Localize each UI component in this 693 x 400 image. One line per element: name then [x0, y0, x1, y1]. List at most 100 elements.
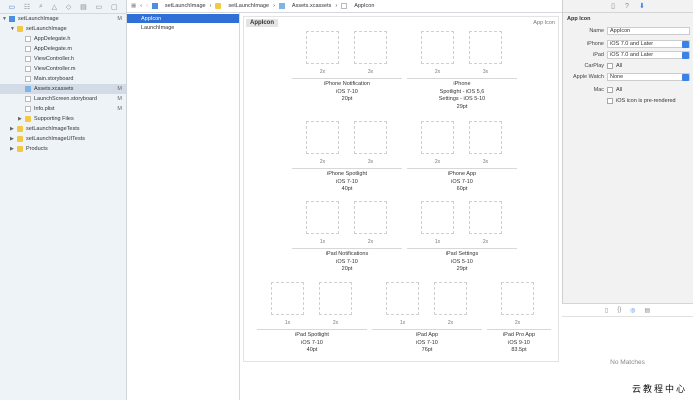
grid-icon[interactable]: ▦ — [131, 3, 137, 9]
tree-item-label: Supporting Files — [34, 116, 74, 122]
group-line: 20pt — [341, 96, 353, 102]
warning-icon[interactable]: △ — [51, 3, 58, 11]
tree-item[interactable]: ▶ setLaunchImageUITests — [0, 134, 126, 144]
media-library-icon[interactable]: ▤ — [644, 307, 651, 314]
folder-icon — [17, 26, 23, 32]
icon-slot[interactable] — [306, 31, 339, 64]
mac-checkbox[interactable] — [607, 86, 613, 93]
debug-icon[interactable]: ▤ — [80, 3, 87, 11]
file-template-icon[interactable]: ▯ — [604, 307, 609, 314]
icon-slot[interactable] — [271, 282, 304, 315]
tree-item[interactable]: ▶ Supporting Files — [0, 114, 126, 124]
tree-item[interactable]: ▶ setLaunchImageTests — [0, 124, 126, 134]
asset-item-appicon[interactable]: AppIcon — [127, 14, 239, 23]
apple-watch-select[interactable]: None — [607, 72, 690, 81]
icon-slot[interactable] — [421, 121, 454, 154]
breakpoint-icon[interactable]: ▭ — [95, 3, 103, 11]
asset-editor: AppIcon App Icon 2x 3x iPhone Notification… — [241, 14, 562, 400]
carplay-checkbox[interactable] — [607, 62, 613, 69]
disclosure-closed-icon[interactable]: ▶ — [10, 126, 14, 132]
file-icon — [25, 106, 31, 112]
icon-slot[interactable] — [319, 282, 352, 315]
disclosure-closed-icon[interactable]: ▶ — [18, 116, 22, 122]
divider — [407, 168, 517, 169]
scale-label: 3x — [367, 69, 374, 75]
file-inspector-icon[interactable]: ▯ — [611, 3, 616, 10]
hierarchy-icon[interactable]: ☷ — [23, 3, 31, 11]
disclosure-open-icon[interactable]: ▼ — [10, 26, 15, 32]
tree-item[interactable]: ▼ setLaunchImage M — [0, 14, 126, 24]
icon-slot[interactable] — [434, 282, 467, 315]
icon-slot[interactable] — [386, 282, 419, 315]
icon-slot[interactable] — [421, 201, 454, 234]
group-line: 20pt — [341, 266, 353, 272]
group-line: iPhone App — [447, 171, 477, 177]
ipad-select[interactable]: iOS 7.0 and Later — [607, 50, 690, 59]
back-icon[interactable]: ‹ — [140, 3, 143, 9]
tree-item-label: setLaunchImage — [26, 26, 67, 32]
no-matches-text: No Matches — [610, 359, 645, 366]
disclosure-open-icon[interactable]: ▼ — [2, 16, 7, 22]
folder-icon — [215, 3, 222, 9]
crumb-project[interactable]: setLaunchImage — [164, 3, 206, 9]
folder-icon — [17, 126, 23, 132]
tree-item-label: AppDelegate.m — [34, 46, 72, 52]
icon-slot[interactable] — [469, 201, 502, 234]
icon-slot[interactable] — [501, 282, 534, 315]
tree-item[interactable]: ViewController.m — [0, 64, 126, 74]
tree-item[interactable]: ViewController.h — [0, 54, 126, 64]
asset-item-launchimage[interactable]: LaunchImage — [141, 24, 175, 31]
tree-item[interactable]: Info.plist M — [0, 104, 126, 114]
tree-item[interactable]: Main.storyboard — [0, 74, 126, 84]
icon-slot[interactable] — [306, 121, 339, 154]
crumb-appicon[interactable]: AppIcon — [354, 3, 375, 9]
icon-slot[interactable] — [306, 201, 339, 234]
tree-item[interactable]: Assets.xcassets M — [0, 84, 126, 94]
folder-icon — [17, 146, 23, 152]
group-line: iPad Notifications — [325, 251, 369, 257]
tree-item[interactable]: ▼ setLaunchImage — [0, 24, 126, 34]
test-icon[interactable]: ◇ — [65, 3, 72, 11]
tree-item[interactable]: ▶ Products — [0, 144, 126, 154]
icon-slot[interactable] — [469, 121, 502, 154]
icon-slot[interactable] — [354, 201, 387, 234]
scm-status: M — [117, 86, 122, 92]
file-icon — [25, 96, 31, 102]
icon-slot[interactable] — [354, 121, 387, 154]
folder-icon[interactable]: ▭ — [8, 3, 16, 11]
group-line: 40pt — [306, 347, 318, 353]
disclosure-closed-icon[interactable]: ▶ — [10, 136, 14, 142]
report-icon[interactable]: ▢ — [110, 3, 118, 11]
object-library-icon[interactable]: ◎ — [630, 307, 636, 314]
attributes-icon[interactable]: ⬇ — [638, 3, 645, 10]
crumb-folder[interactable]: setLaunchImage — [228, 3, 270, 9]
group-line: iOS 7-10 — [301, 339, 323, 346]
set-title: AppIcon — [246, 19, 278, 27]
icon-group-name: iPad Notifications iOS 7-10 20pt — [286, 251, 408, 274]
assets-icon — [25, 86, 31, 92]
name-field[interactable]: AppIcon — [607, 26, 690, 35]
forward-icon[interactable]: › — [146, 3, 148, 9]
group-line: 83.5pt — [511, 347, 527, 353]
divider — [257, 329, 367, 330]
search-icon[interactable]: ⌕ — [38, 2, 43, 10]
icon-slot[interactable] — [354, 31, 387, 64]
group-line: Spotlight - iOS 5,6 — [439, 88, 485, 95]
tree-item[interactable]: AppDelegate.h — [0, 34, 126, 44]
code-snippet-icon[interactable]: {} — [617, 307, 622, 313]
stepper-icon — [682, 51, 689, 59]
scale-label: 1x — [434, 239, 441, 245]
crumb-assets[interactable]: Assets.xcassets — [291, 3, 332, 9]
file-icon — [25, 46, 31, 52]
prerendered-checkbox[interactable] — [607, 97, 613, 104]
disclosure-closed-icon[interactable]: ▶ — [10, 146, 14, 152]
scale-label: 1x — [284, 320, 291, 326]
group-line: iOS 7-10 — [336, 88, 358, 95]
tree-item[interactable]: AppDelegate.m — [0, 44, 126, 54]
iphone-select[interactable]: iOS 7.0 and Later — [607, 39, 690, 48]
divider — [292, 78, 402, 79]
icon-slot[interactable] — [421, 31, 454, 64]
help-icon[interactable]: ? — [625, 2, 629, 10]
tree-item[interactable]: LaunchScreen.storyboard M — [0, 94, 126, 104]
icon-slot[interactable] — [469, 31, 502, 64]
